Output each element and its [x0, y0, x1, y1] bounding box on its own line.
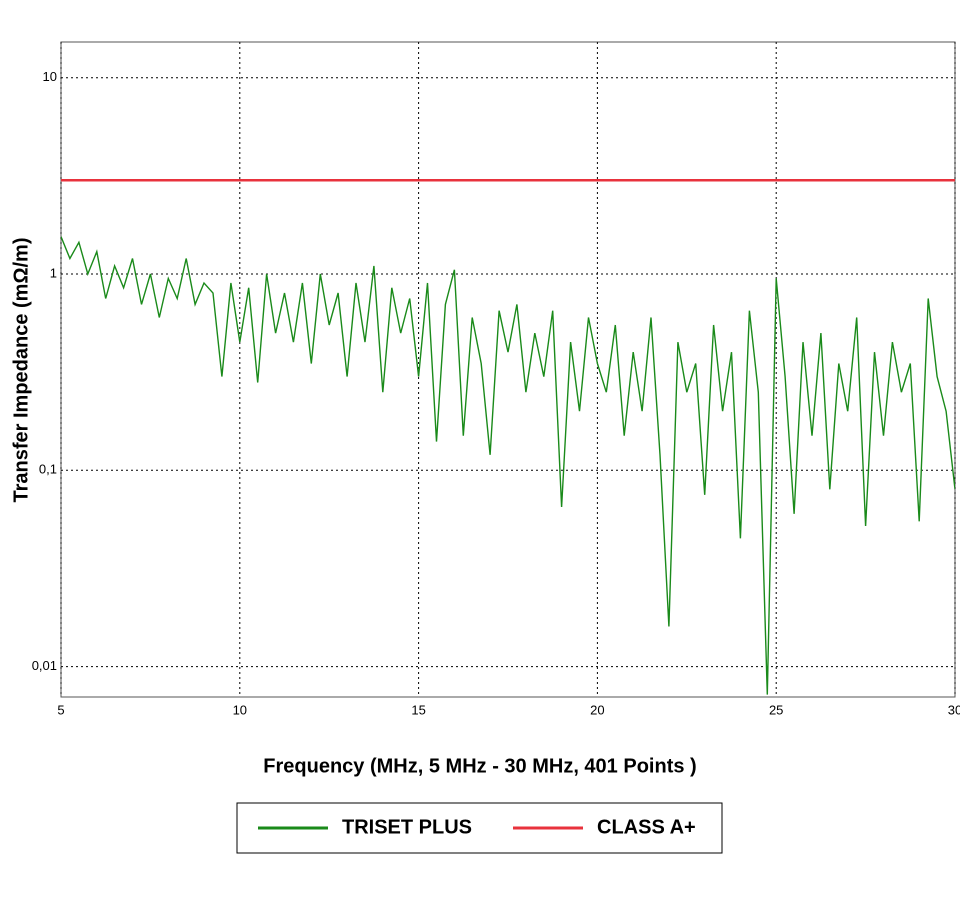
y-tick-label: 0,01 — [32, 658, 57, 673]
y-tick-label: 1 — [50, 265, 57, 280]
y-tick-label: 0,1 — [39, 462, 57, 477]
x-tick-label: 20 — [590, 702, 604, 717]
legend-label: CLASS A+ — [597, 816, 696, 838]
plot-area — [60, 41, 956, 698]
y-axis-label: Transfer Impedance (mΩ/m) — [10, 238, 32, 503]
x-tick-label: 10 — [233, 702, 247, 717]
x-axis-label: Frequency (MHz, 5 MHz - 30 MHz, 401 Poin… — [263, 755, 696, 777]
x-tick-label: 30 — [948, 702, 960, 717]
legend-label: TRISET PLUS — [342, 816, 472, 838]
data-line — [61, 236, 955, 695]
y-tick-label: 10 — [43, 69, 57, 84]
x-tick-label: 25 — [769, 702, 783, 717]
x-tick-label: 15 — [411, 702, 425, 717]
x-tick-label: 5 — [57, 702, 64, 717]
